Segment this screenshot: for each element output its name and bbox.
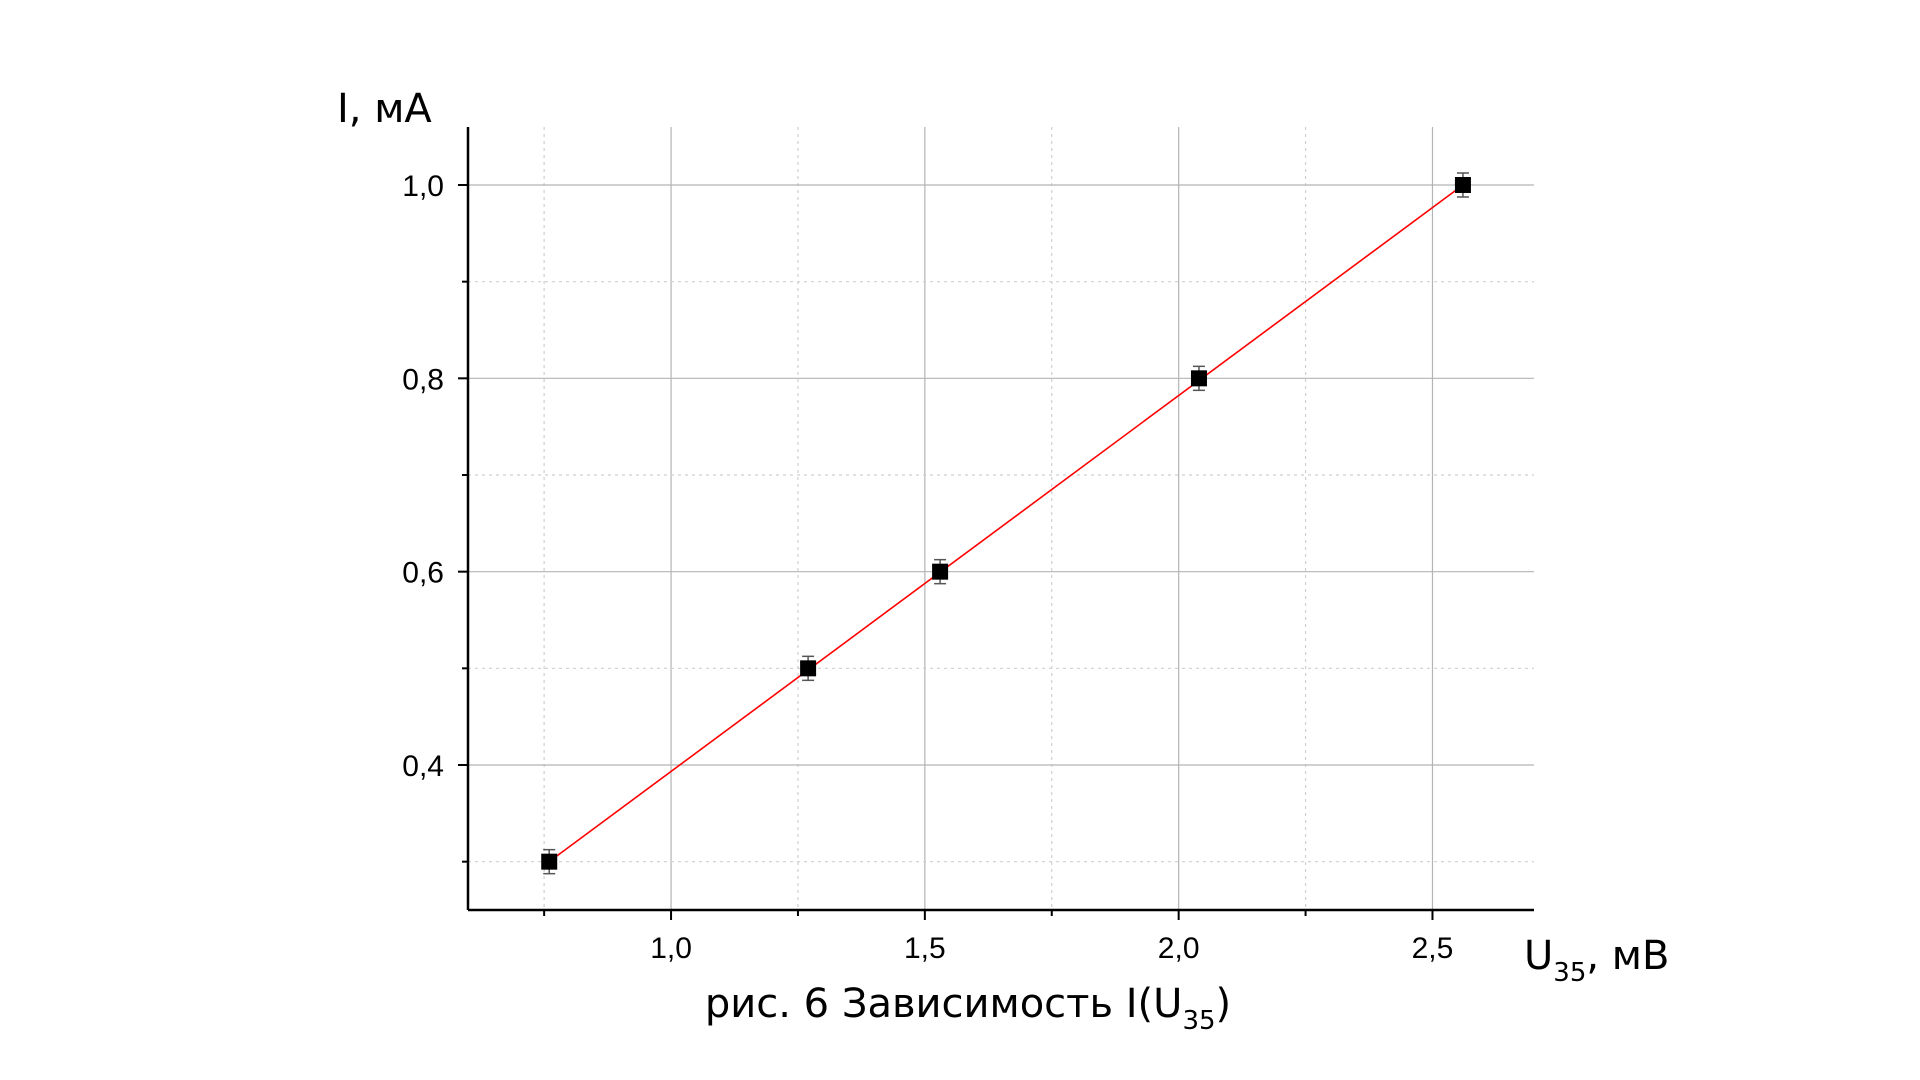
fit-line: [548, 184, 1464, 863]
x-axis-title-subscript: 35: [1553, 958, 1586, 988]
axes: [466, 127, 1534, 912]
caption-subscript: 35: [1182, 1006, 1215, 1036]
y-axis-title: I, мА: [337, 86, 432, 132]
series: [541, 172, 1471, 875]
ticks: 1,0 1,5 2,0 2,5 0,4 0,6 0,8 1,0: [402, 170, 1453, 965]
grid: [468, 127, 1534, 910]
x-axis-title-main: U: [1524, 933, 1553, 979]
y-tick-label: 1,0: [402, 170, 444, 203]
caption-closing: ): [1216, 981, 1232, 1027]
y-tick-label: 0,6: [402, 557, 444, 590]
y-tick-label: 0,8: [402, 363, 444, 396]
data-point: [932, 563, 949, 580]
data-point: [541, 853, 558, 870]
x-tick-label: 1,0: [650, 932, 692, 965]
y-tick-label: 0,4: [402, 750, 444, 783]
x-tick-label: 2,5: [1412, 932, 1454, 965]
x-tick-label: 2,0: [1158, 932, 1200, 965]
data-point: [1190, 370, 1207, 387]
data-point: [1454, 177, 1471, 193]
figure-caption: рис. 6 Зависимость I(U35): [705, 981, 1231, 1036]
x-axis-title-unit: , мВ: [1586, 933, 1669, 979]
caption-text: рис. 6 Зависимость I(U: [705, 981, 1183, 1027]
x-tick-label: 1,5: [904, 932, 946, 965]
data-point: [800, 660, 817, 677]
x-axis-title: U35, мВ: [1524, 933, 1669, 988]
